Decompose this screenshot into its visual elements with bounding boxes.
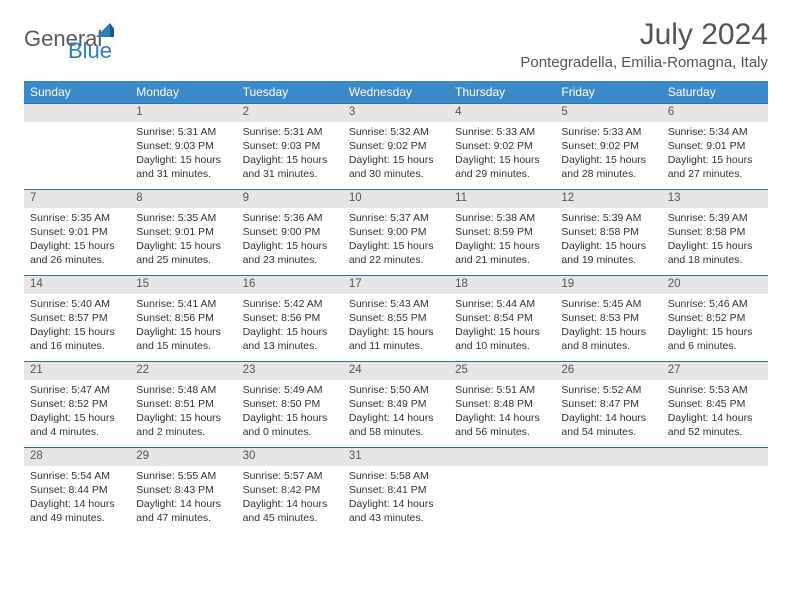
day-number: 17 (343, 276, 449, 294)
day-detail: Sunrise: 5:35 AMSunset: 9:01 PMDaylight:… (24, 208, 130, 276)
day-number: 23 (237, 362, 343, 380)
day-number: 18 (449, 276, 555, 294)
day-detail: Sunrise: 5:35 AMSunset: 9:01 PMDaylight:… (130, 208, 236, 276)
day-number: 21 (24, 362, 130, 380)
day-header: Wednesday (343, 81, 449, 104)
week-detail-row: Sunrise: 5:54 AMSunset: 8:44 PMDaylight:… (24, 466, 768, 534)
day-number: 7 (24, 190, 130, 208)
day-number: 2 (237, 104, 343, 122)
title-block: July 2024 Pontegradella, Emilia-Romagna,… (520, 18, 768, 71)
week-detail-row: Sunrise: 5:35 AMSunset: 9:01 PMDaylight:… (24, 208, 768, 276)
day-detail (555, 466, 661, 534)
day-detail: Sunrise: 5:36 AMSunset: 9:00 PMDaylight:… (237, 208, 343, 276)
day-detail: Sunrise: 5:52 AMSunset: 8:47 PMDaylight:… (555, 380, 661, 448)
day-detail: Sunrise: 5:37 AMSunset: 9:00 PMDaylight:… (343, 208, 449, 276)
day-detail: Sunrise: 5:41 AMSunset: 8:56 PMDaylight:… (130, 294, 236, 362)
day-number: 20 (662, 276, 768, 294)
day-detail (662, 466, 768, 534)
day-detail: Sunrise: 5:43 AMSunset: 8:55 PMDaylight:… (343, 294, 449, 362)
day-header: Friday (555, 81, 661, 104)
day-number: 19 (555, 276, 661, 294)
day-number: 15 (130, 276, 236, 294)
day-header: Monday (130, 81, 236, 104)
day-number: 31 (343, 448, 449, 466)
day-detail: Sunrise: 5:39 AMSunset: 8:58 PMDaylight:… (555, 208, 661, 276)
day-number: 1 (130, 104, 236, 122)
day-detail: Sunrise: 5:40 AMSunset: 8:57 PMDaylight:… (24, 294, 130, 362)
day-number (555, 448, 661, 466)
day-number (24, 104, 130, 122)
day-detail: Sunrise: 5:38 AMSunset: 8:59 PMDaylight:… (449, 208, 555, 276)
day-number: 24 (343, 362, 449, 380)
day-header: Tuesday (237, 81, 343, 104)
day-detail: Sunrise: 5:55 AMSunset: 8:43 PMDaylight:… (130, 466, 236, 534)
day-number: 26 (555, 362, 661, 380)
day-number: 8 (130, 190, 236, 208)
day-detail (24, 122, 130, 190)
day-number: 25 (449, 362, 555, 380)
week-detail-row: Sunrise: 5:40 AMSunset: 8:57 PMDaylight:… (24, 294, 768, 362)
day-number: 9 (237, 190, 343, 208)
week-number-row: 78910111213 (24, 190, 768, 208)
day-number (662, 448, 768, 466)
day-detail: Sunrise: 5:58 AMSunset: 8:41 PMDaylight:… (343, 466, 449, 534)
day-detail: Sunrise: 5:51 AMSunset: 8:48 PMDaylight:… (449, 380, 555, 448)
day-number: 6 (662, 104, 768, 122)
day-number: 14 (24, 276, 130, 294)
day-detail: Sunrise: 5:47 AMSunset: 8:52 PMDaylight:… (24, 380, 130, 448)
header: General Blue July 2024 Pontegradella, Em… (24, 18, 768, 71)
logo: General Blue (24, 18, 102, 52)
day-detail: Sunrise: 5:54 AMSunset: 8:44 PMDaylight:… (24, 466, 130, 534)
day-detail: Sunrise: 5:34 AMSunset: 9:01 PMDaylight:… (662, 122, 768, 190)
week-number-row: 28293031 (24, 448, 768, 466)
day-number: 12 (555, 190, 661, 208)
week-detail-row: Sunrise: 5:31 AMSunset: 9:03 PMDaylight:… (24, 122, 768, 190)
day-detail: Sunrise: 5:53 AMSunset: 8:45 PMDaylight:… (662, 380, 768, 448)
week-number-row: 14151617181920 (24, 276, 768, 294)
day-detail: Sunrise: 5:45 AMSunset: 8:53 PMDaylight:… (555, 294, 661, 362)
logo-word2: Blue (68, 38, 112, 64)
day-header: Sunday (24, 81, 130, 104)
day-detail: Sunrise: 5:46 AMSunset: 8:52 PMDaylight:… (662, 294, 768, 362)
day-number: 11 (449, 190, 555, 208)
day-number: 10 (343, 190, 449, 208)
day-detail: Sunrise: 5:50 AMSunset: 8:49 PMDaylight:… (343, 380, 449, 448)
day-number: 5 (555, 104, 661, 122)
day-number: 27 (662, 362, 768, 380)
day-detail (449, 466, 555, 534)
day-detail: Sunrise: 5:31 AMSunset: 9:03 PMDaylight:… (130, 122, 236, 190)
day-number: 28 (24, 448, 130, 466)
calendar-table: Sunday Monday Tuesday Wednesday Thursday… (24, 81, 768, 534)
day-number: 30 (237, 448, 343, 466)
day-detail: Sunrise: 5:44 AMSunset: 8:54 PMDaylight:… (449, 294, 555, 362)
day-detail: Sunrise: 5:33 AMSunset: 9:02 PMDaylight:… (449, 122, 555, 190)
day-number: 29 (130, 448, 236, 466)
location: Pontegradella, Emilia-Romagna, Italy (520, 54, 768, 71)
day-number: 22 (130, 362, 236, 380)
week-detail-row: Sunrise: 5:47 AMSunset: 8:52 PMDaylight:… (24, 380, 768, 448)
day-header-row: Sunday Monday Tuesday Wednesday Thursday… (24, 81, 768, 104)
day-detail: Sunrise: 5:57 AMSunset: 8:42 PMDaylight:… (237, 466, 343, 534)
day-number (449, 448, 555, 466)
day-number: 13 (662, 190, 768, 208)
day-detail: Sunrise: 5:48 AMSunset: 8:51 PMDaylight:… (130, 380, 236, 448)
week-number-row: 21222324252627 (24, 362, 768, 380)
week-number-row: 123456 (24, 104, 768, 122)
month-title: July 2024 (520, 18, 768, 52)
day-detail: Sunrise: 5:39 AMSunset: 8:58 PMDaylight:… (662, 208, 768, 276)
day-detail: Sunrise: 5:42 AMSunset: 8:56 PMDaylight:… (237, 294, 343, 362)
day-number: 4 (449, 104, 555, 122)
day-detail: Sunrise: 5:31 AMSunset: 9:03 PMDaylight:… (237, 122, 343, 190)
day-detail: Sunrise: 5:49 AMSunset: 8:50 PMDaylight:… (237, 380, 343, 448)
day-detail: Sunrise: 5:32 AMSunset: 9:02 PMDaylight:… (343, 122, 449, 190)
day-number: 3 (343, 104, 449, 122)
day-detail: Sunrise: 5:33 AMSunset: 9:02 PMDaylight:… (555, 122, 661, 190)
day-header: Thursday (449, 81, 555, 104)
day-number: 16 (237, 276, 343, 294)
day-header: Saturday (662, 81, 768, 104)
